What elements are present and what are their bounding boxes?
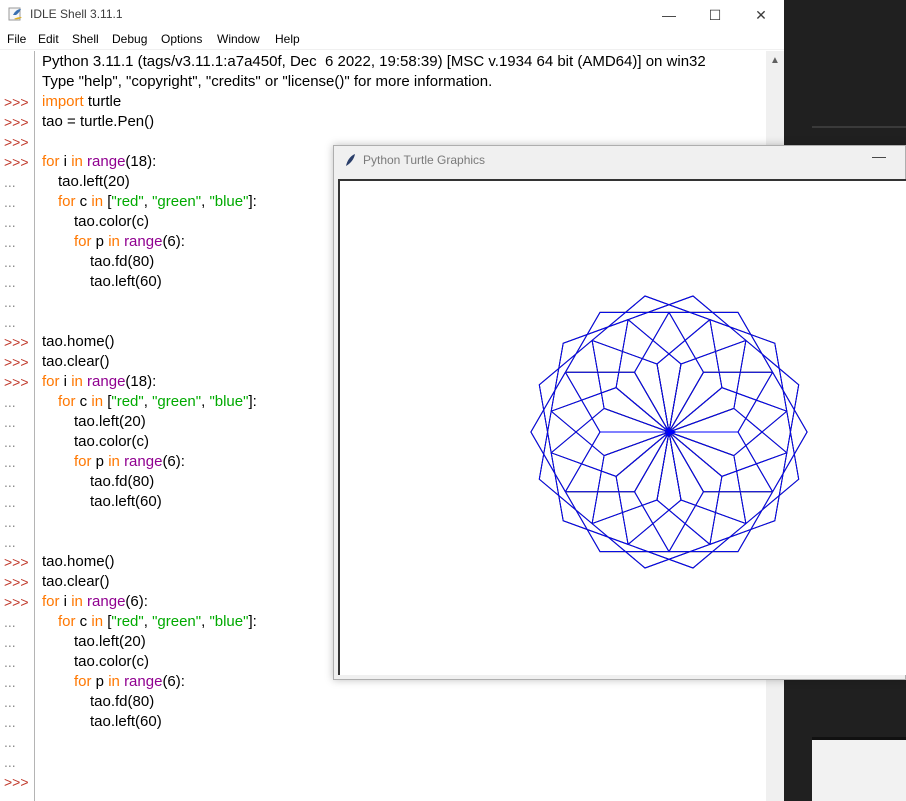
- close-icon: ✕: [755, 6, 767, 23]
- continuation-prompt: ...: [4, 694, 16, 710]
- continuation-prompt: ...: [4, 534, 16, 550]
- continuation-prompt: ...: [4, 514, 16, 530]
- menu-file[interactable]: File: [7, 32, 27, 46]
- code-line: for c in ["red", "green", "blue"]:: [58, 613, 257, 630]
- background-divider: [812, 126, 906, 128]
- turtle-cursor-icon: [665, 427, 677, 437]
- shell-prompt: >>>: [4, 374, 29, 390]
- hexagon-blue: [656, 407, 788, 545]
- menu-edit[interactable]: Edit: [38, 32, 59, 46]
- continuation-prompt: ...: [4, 614, 16, 630]
- continuation-prompt: ...: [4, 314, 16, 330]
- menu-window[interactable]: Window: [217, 32, 260, 46]
- maximize-icon: ☐: [708, 6, 722, 23]
- menu-bar: File Edit Shell Debug Options Window Hel…: [0, 30, 784, 50]
- shell-prompt: >>>: [4, 354, 29, 370]
- code-line: tao.fd(80): [90, 253, 155, 270]
- continuation-prompt: ...: [4, 474, 16, 490]
- menu-shell[interactable]: Shell: [72, 32, 99, 46]
- feather-icon: [346, 154, 355, 166]
- shell-prompt: >>>: [4, 574, 29, 590]
- background-panel: [812, 737, 906, 801]
- maximize-button[interactable]: ☐: [692, 0, 738, 30]
- code-line: tao.clear(): [42, 353, 110, 370]
- continuation-prompt: ...: [4, 274, 16, 290]
- code-line: tao.home(): [42, 553, 115, 570]
- code-line: tao.color(c): [74, 433, 150, 450]
- code-line: tao.home(): [42, 333, 115, 350]
- turtle-minimize-button[interactable]: —: [872, 148, 886, 164]
- code-line: for c in ["red", "green", "blue"]:: [58, 393, 257, 410]
- code-line: for i in range(6):: [42, 593, 148, 610]
- code-line: tao.left(20): [58, 173, 130, 190]
- code-line: for p in range(6):: [74, 673, 185, 690]
- menu-help[interactable]: Help: [275, 32, 300, 46]
- hexagon-blue: [656, 319, 788, 457]
- code-line: tao.fd(80): [90, 473, 155, 490]
- code-line: for p in range(6):: [74, 453, 185, 470]
- hexagon-blue: [668, 371, 808, 493]
- turtle-canvas[interactable]: [338, 179, 906, 675]
- continuation-prompt: ...: [4, 234, 16, 250]
- code-line: tao.left(20): [74, 633, 146, 650]
- continuation-prompt: ...: [4, 714, 16, 730]
- code-line: tao.color(c): [74, 653, 150, 670]
- continuation-prompt: ...: [4, 254, 16, 270]
- continuation-prompt: ...: [4, 394, 16, 410]
- menu-debug[interactable]: Debug: [112, 32, 148, 46]
- shell-prompt: >>>: [4, 114, 29, 130]
- window-title: IDLE Shell 3.11.1: [30, 7, 123, 21]
- continuation-prompt: ...: [4, 414, 16, 430]
- minimize-button[interactable]: —: [646, 0, 692, 30]
- idle-app-icon: [8, 7, 22, 21]
- shell-prompt: >>>: [4, 94, 29, 110]
- code-line: tao.left(60): [90, 713, 162, 730]
- banner-line-1: Python 3.11.1 (tags/v3.11.1:a7a450f, Dec…: [42, 53, 706, 70]
- continuation-prompt: ...: [4, 734, 16, 750]
- code-line: for i in range(18):: [42, 153, 157, 170]
- close-button[interactable]: ✕: [738, 0, 784, 30]
- turtle-window-title: Python Turtle Graphics: [363, 153, 486, 167]
- hexagon-blue: [668, 339, 800, 477]
- shell-prompt: >>>: [4, 554, 29, 570]
- continuation-prompt: ...: [4, 754, 16, 770]
- shell-prompt: >>>: [4, 594, 29, 610]
- menu-options[interactable]: Options: [161, 32, 203, 46]
- code-line: tao.left(60): [90, 493, 162, 510]
- prompt-gutter: >>> >>> >>> >>>........................ >>> >…: [0, 51, 35, 801]
- hexagon-blue: [633, 311, 774, 433]
- shell-prompt: >>>: [4, 134, 29, 150]
- continuation-prompt: ...: [4, 454, 16, 470]
- code-line: tao.left(20): [74, 413, 146, 430]
- turtle-drawing: [530, 295, 808, 569]
- code-line: import turtle: [42, 93, 122, 110]
- shell-prompt: >>>: [4, 774, 29, 790]
- turtle-graphics-window: Python Turtle Graphics —: [333, 145, 906, 680]
- code-line: tao = turtle.Pen(): [42, 113, 155, 130]
- code-line: tao.clear(): [42, 573, 110, 590]
- scroll-up-arrow-icon[interactable]: ▲: [770, 54, 780, 66]
- code-line: for p in range(6):: [74, 233, 185, 250]
- idle-titlebar[interactable]: IDLE Shell 3.11.1 — ☐ ✕: [0, 0, 784, 30]
- shell-prompt: >>>: [4, 154, 29, 170]
- continuation-prompt: ...: [4, 174, 16, 190]
- hexagon-blue: [668, 387, 800, 525]
- continuation-prompt: ...: [4, 674, 16, 690]
- code-line: for c in ["red", "green", "blue"]:: [58, 193, 257, 210]
- banner-line-2: Type "help", "copyright", "credits" or "…: [42, 73, 493, 90]
- continuation-prompt: ...: [4, 194, 16, 210]
- continuation-prompt: ...: [4, 654, 16, 670]
- code-line: tao.fd(80): [90, 693, 155, 710]
- continuation-prompt: ...: [4, 634, 16, 650]
- code-line: for i in range(18):: [42, 373, 157, 390]
- continuation-prompt: ...: [4, 294, 16, 310]
- minimize-icon: —: [662, 7, 676, 23]
- shell-prompt: >>>: [4, 334, 29, 350]
- code-line: tao.left(60): [90, 273, 162, 290]
- continuation-prompt: ...: [4, 214, 16, 230]
- code-line: tao.color(c): [74, 213, 150, 230]
- continuation-prompt: ...: [4, 494, 16, 510]
- continuation-prompt: ...: [4, 434, 16, 450]
